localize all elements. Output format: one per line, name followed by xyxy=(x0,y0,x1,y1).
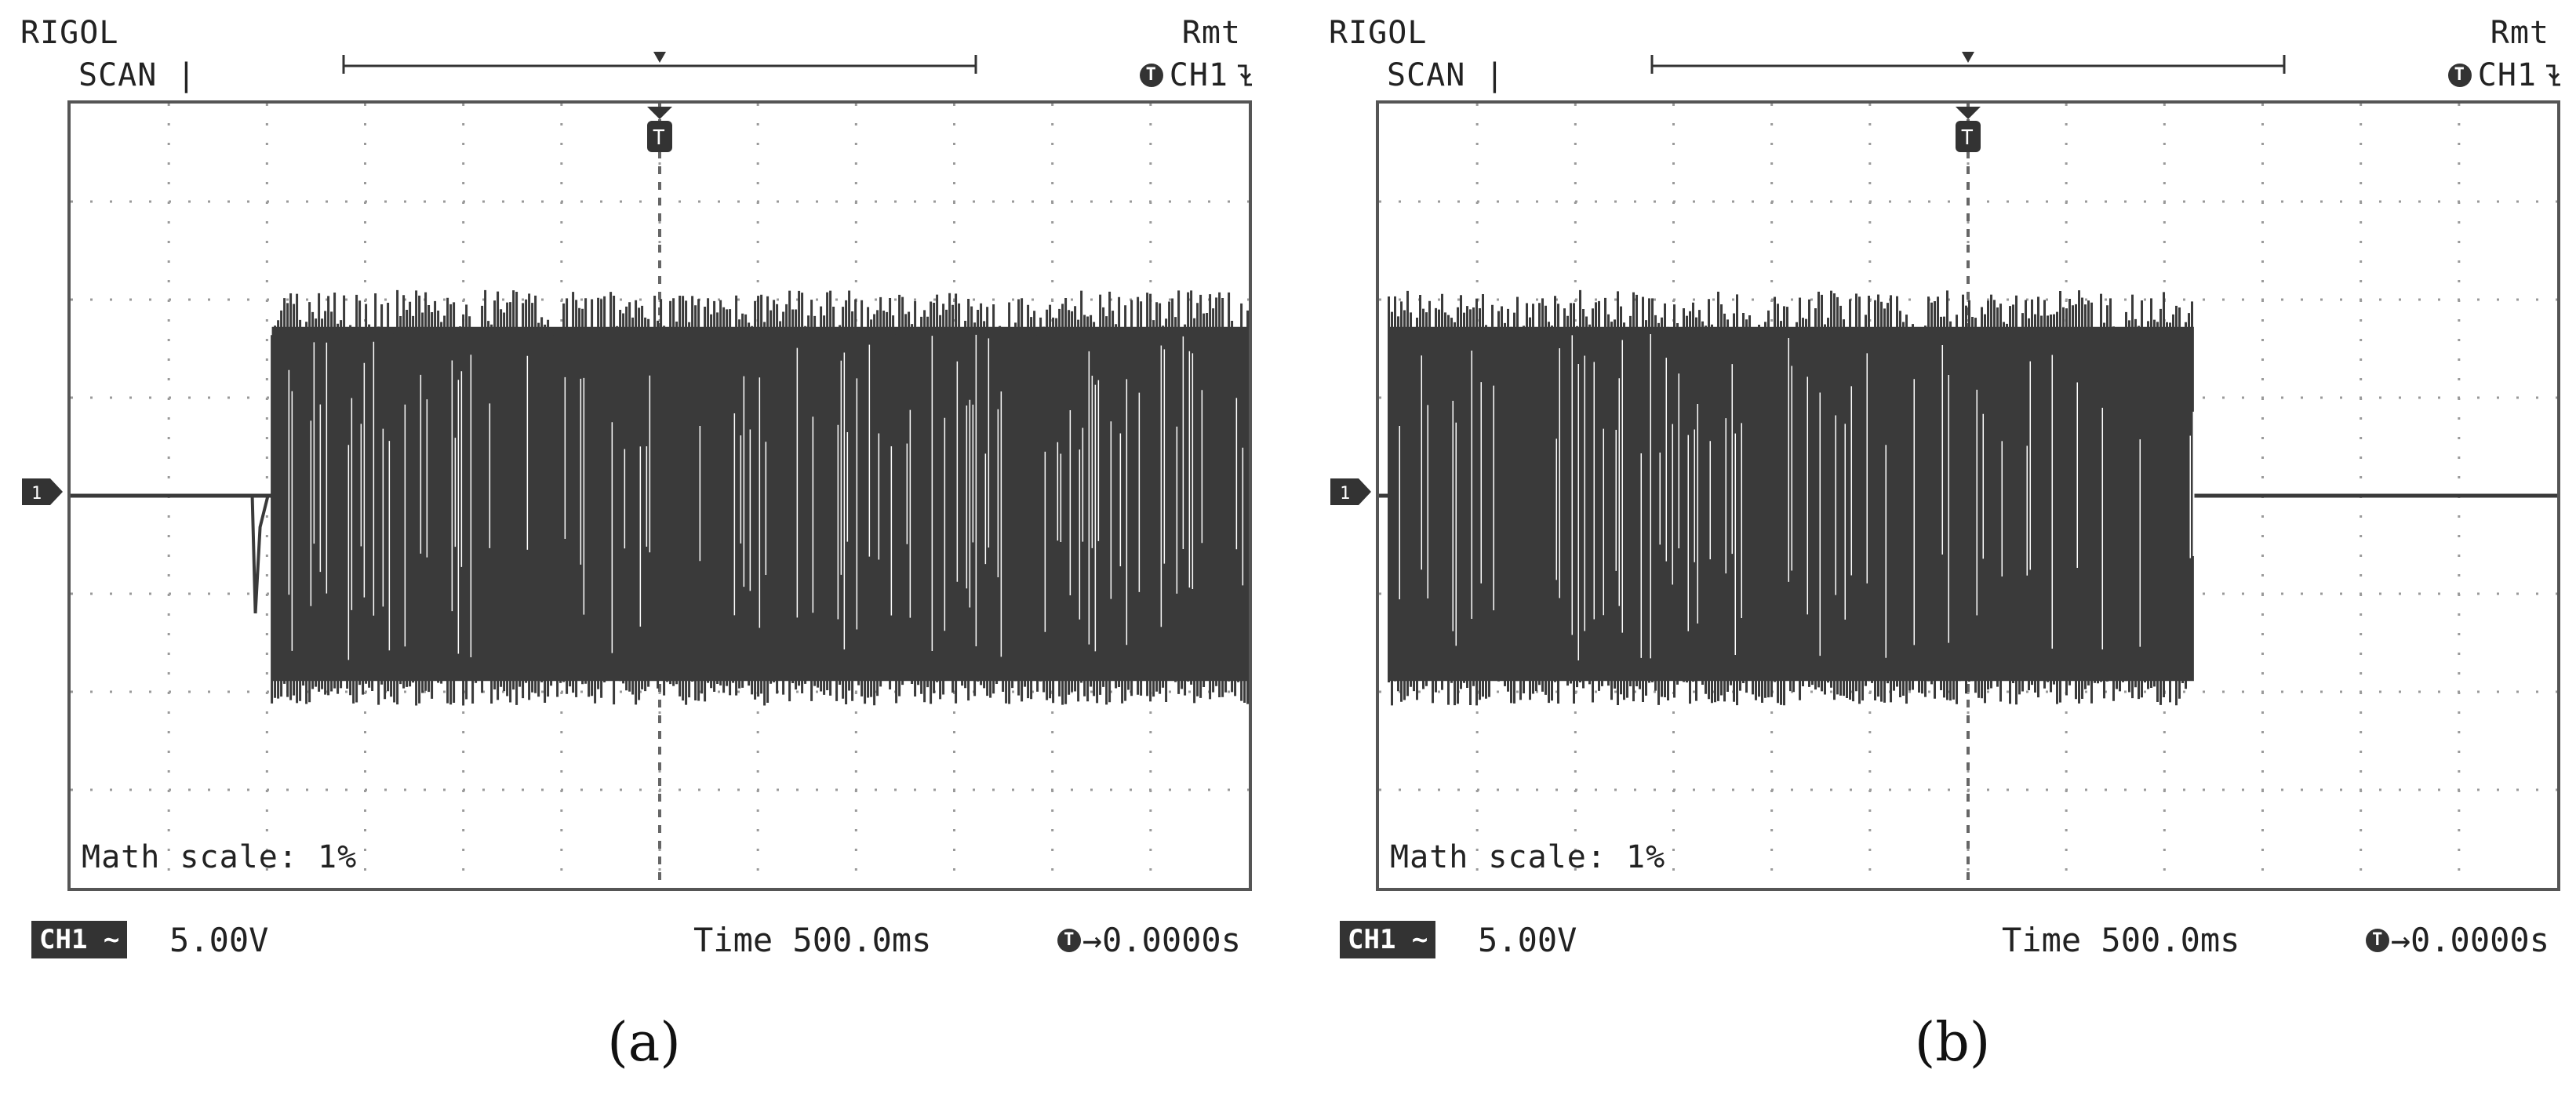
trigger-marker-icon: T xyxy=(1956,107,1981,152)
math-scale-label: Math scale: 1% xyxy=(82,839,358,875)
acquire-mode-label: SCAN | xyxy=(78,57,197,93)
trigger-icon: T xyxy=(2447,64,2472,87)
status-bar: CH1 ~ 5.00V Time 500.0ms T →0.0000s xyxy=(31,921,1257,960)
status-bar: CH1 ~ 5.00V Time 500.0ms T →0.0000s xyxy=(1340,921,2565,960)
trigger-marker-icon: T xyxy=(647,107,672,152)
waveform-spikes xyxy=(1388,289,2195,706)
volts-per-div: 5.00V xyxy=(169,921,269,959)
math-scale-label: Math scale: 1% xyxy=(1390,839,1666,875)
trigger-offset: T →0.0000s xyxy=(2365,921,2549,959)
channel-badge: CH1 ~ xyxy=(1340,921,1436,958)
svg-text:T: T xyxy=(1961,126,1974,150)
ac-coupling-icon: ~ xyxy=(103,924,120,955)
trigger-offset-value: →0.0000s xyxy=(1082,921,1241,959)
remote-indicator: Rmt xyxy=(1181,15,1241,51)
trigger-status: T CH1 xyxy=(1139,57,1253,93)
svg-text:T: T xyxy=(653,126,665,150)
waveform-screen: T Math scale: 1% xyxy=(67,100,1252,891)
oscilloscope-panel-b: RIGOL SCAN | Rmt T CH1 1 T Math scale: 1… xyxy=(1308,0,2576,1102)
svg-text:1: 1 xyxy=(1340,484,1350,504)
falling-edge-icon xyxy=(1238,64,1252,86)
falling-edge-icon xyxy=(2546,64,2560,86)
waveform-transient xyxy=(250,495,270,614)
panel-caption: (a) xyxy=(607,1012,681,1074)
scope-display: RIGOL SCAN | Rmt T CH1 1 T Math scale: 1… xyxy=(0,0,1288,988)
memory-position-bar xyxy=(1650,52,2286,74)
timebase-label: Time 500.0ms xyxy=(693,921,932,959)
brand-label: RIGOL xyxy=(20,15,119,51)
channel-ground-marker: 1 xyxy=(22,478,63,505)
trigger-offset-icon: T xyxy=(2365,928,2389,952)
trigger-offset-icon: T xyxy=(1057,928,1081,952)
trigger-offset: T →0.0000s xyxy=(1057,921,1241,959)
panel-caption: (b) xyxy=(1914,1012,1991,1074)
ac-coupling-icon: ~ xyxy=(1411,924,1428,955)
trigger-status: T CH1 xyxy=(2447,57,2562,93)
volts-per-div: 5.00V xyxy=(1478,921,1577,959)
memory-position-bar xyxy=(342,52,977,74)
waveform-screen: T Math scale: 1% xyxy=(1376,100,2560,891)
svg-text:1: 1 xyxy=(31,484,42,504)
trigger-icon: T xyxy=(1139,64,1163,87)
waveform-plot: T xyxy=(1379,104,2557,888)
channel-badge-label: CH1 xyxy=(39,924,88,955)
waveform-plot: T xyxy=(71,104,1249,888)
oscilloscope-panel-a: RIGOL SCAN | Rmt T CH1 1 T Math scale: 1… xyxy=(0,0,1288,1074)
trigger-source: CH1 xyxy=(2477,57,2537,93)
brand-label: RIGOL xyxy=(1329,15,1428,51)
acquire-mode-label: SCAN | xyxy=(1387,57,1505,93)
scope-display: RIGOL SCAN | Rmt T CH1 1 T Math scale: 1… xyxy=(1308,0,2576,988)
channel-badge: CH1 ~ xyxy=(31,921,128,958)
trigger-offset-value: →0.0000s xyxy=(2390,921,2549,959)
waveform-spikes xyxy=(271,289,1249,706)
remote-indicator: Rmt xyxy=(2490,15,2549,51)
timebase-label: Time 500.0ms xyxy=(2002,921,2240,959)
trigger-source: CH1 xyxy=(1169,57,1228,93)
channel-badge-label: CH1 xyxy=(1348,924,1396,955)
channel-ground-marker: 1 xyxy=(1330,478,1371,505)
